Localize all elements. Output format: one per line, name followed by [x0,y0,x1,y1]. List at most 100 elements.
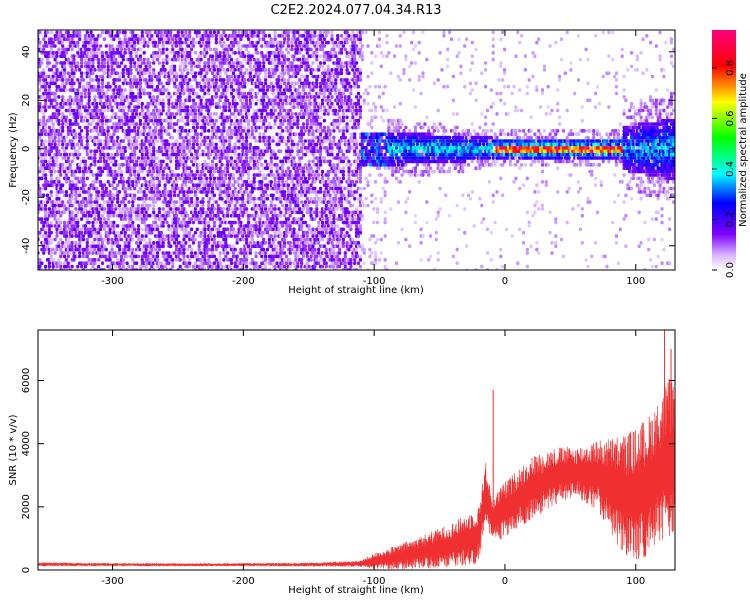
spectrogram-cell [243,84,247,89]
spectrogram-cell [152,203,156,208]
spectrogram-cell [231,95,235,99]
spectrogram-cell [214,118,218,123]
spectrogram-cell [188,261,192,265]
spectrogram-cell [89,152,93,157]
spectrogram-cell [250,132,254,136]
spectrogram-cell [44,129,48,133]
spectrogram-cell [267,146,271,150]
spectrogram-cell [142,213,146,218]
spectrogram-cell [173,115,177,120]
spectrogram-cell [218,258,222,262]
spectrogram-cell [152,108,156,113]
spectrogram-cell [165,258,169,262]
spectrogram-cell [250,78,254,82]
spectrogram-cell [167,146,171,150]
spectrogram-cell [100,251,105,255]
spectrogram-cell [138,122,142,126]
spectrogram-cell [237,51,241,55]
spectrogram-cell [119,98,124,103]
spectrogram-cell [220,112,224,116]
spectrogram-cell [167,203,171,208]
spectrogram-cell [203,91,207,96]
spectrogram-cell [271,135,275,140]
spectrogram-cell [229,224,234,228]
spectrogram-cell [100,88,105,92]
spectrogram-cell [203,81,207,86]
spectrogram-cell [210,190,215,194]
spectrogram-cell [80,71,84,75]
spectrogram-cell [199,54,203,58]
spectrogram-cell [220,84,224,89]
spectrogram-cell [161,220,165,225]
spectrogram-cell [174,74,179,79]
spectrogram-cell [102,217,106,221]
spectrogram-cell [57,224,61,228]
spectrogram-cell [61,163,65,167]
spectrogram-cell [184,78,188,82]
spectrogram-cell [44,84,48,89]
spectrogram-cell [195,203,199,208]
spectrogram-cell [169,51,173,55]
spectrogram-cell [78,152,82,157]
spectrogram-cell [210,54,215,58]
spectrogram-cell [87,44,91,48]
spectrogram-cell [193,101,197,106]
spectrogram-cell [173,54,177,58]
spectrogram-cell [207,200,211,204]
spectrogram-cell [161,234,165,238]
spectrogram-cell [229,196,234,201]
spectrogram-cell [146,122,150,126]
spectrogram-cell [144,71,148,75]
spectrogram-cell [239,207,243,211]
spectrogram-cell [81,173,86,177]
spectrogram-cell [110,125,114,130]
spectrogram-cell [80,61,84,65]
spectrogram-cell [55,115,59,120]
spectrogram-cell [275,244,279,248]
spectrogram-cell [252,183,256,187]
spectrogram-cell [182,217,186,221]
spectrogram-cell [271,40,275,45]
spectrogram-cell [100,213,105,218]
spectrogram-cell [241,183,245,187]
spectrogram-cell [89,169,93,174]
spectrogram-cell [142,142,146,147]
spectrogram-cell [131,224,135,228]
spectrogram-cell [161,159,165,164]
spectrogram-cell [207,37,211,41]
spectrogram-cell [63,254,67,259]
spectrogram-cell [210,183,215,187]
spectrogram-cell [116,135,120,140]
spectrogram-cell [262,30,266,35]
spectrogram-cell [135,51,139,55]
spectrogram-cell [235,264,239,269]
spectrogram-cell [85,30,89,35]
spectrogram-cell [205,193,209,198]
spectrogram-cell [93,217,97,221]
spectrogram-cell [178,176,182,181]
spectrogram-cell [188,166,192,170]
spectrogram-cell [57,95,61,99]
spectrogram-cell [91,210,95,215]
spectrogram-cell [138,129,142,133]
spectrogram-cell [148,68,152,72]
spectrogram-cell [207,203,211,208]
spectrogram-cell [47,234,51,238]
spectrogram-cell [95,200,99,204]
spectrogram-cell [55,230,59,235]
spectrogram-cell [110,247,114,252]
spectrogram-cell [110,200,114,204]
spectrogram-cell [250,237,254,242]
spectrogram-cell [155,84,160,89]
spectrogram-cell [165,129,169,133]
spectrogram-cell [201,88,205,92]
spectrogram-cell [110,207,114,211]
spectrogram-cell [66,57,70,62]
spectrogram-cell [199,71,203,75]
spectrogram-cell [40,108,44,113]
spectrogram-cell [70,210,74,215]
spectrogram-cell [178,101,182,106]
spectrogram-cell [80,115,84,120]
spectrogram-cell [228,176,232,181]
spectrogram-cell [51,166,55,170]
